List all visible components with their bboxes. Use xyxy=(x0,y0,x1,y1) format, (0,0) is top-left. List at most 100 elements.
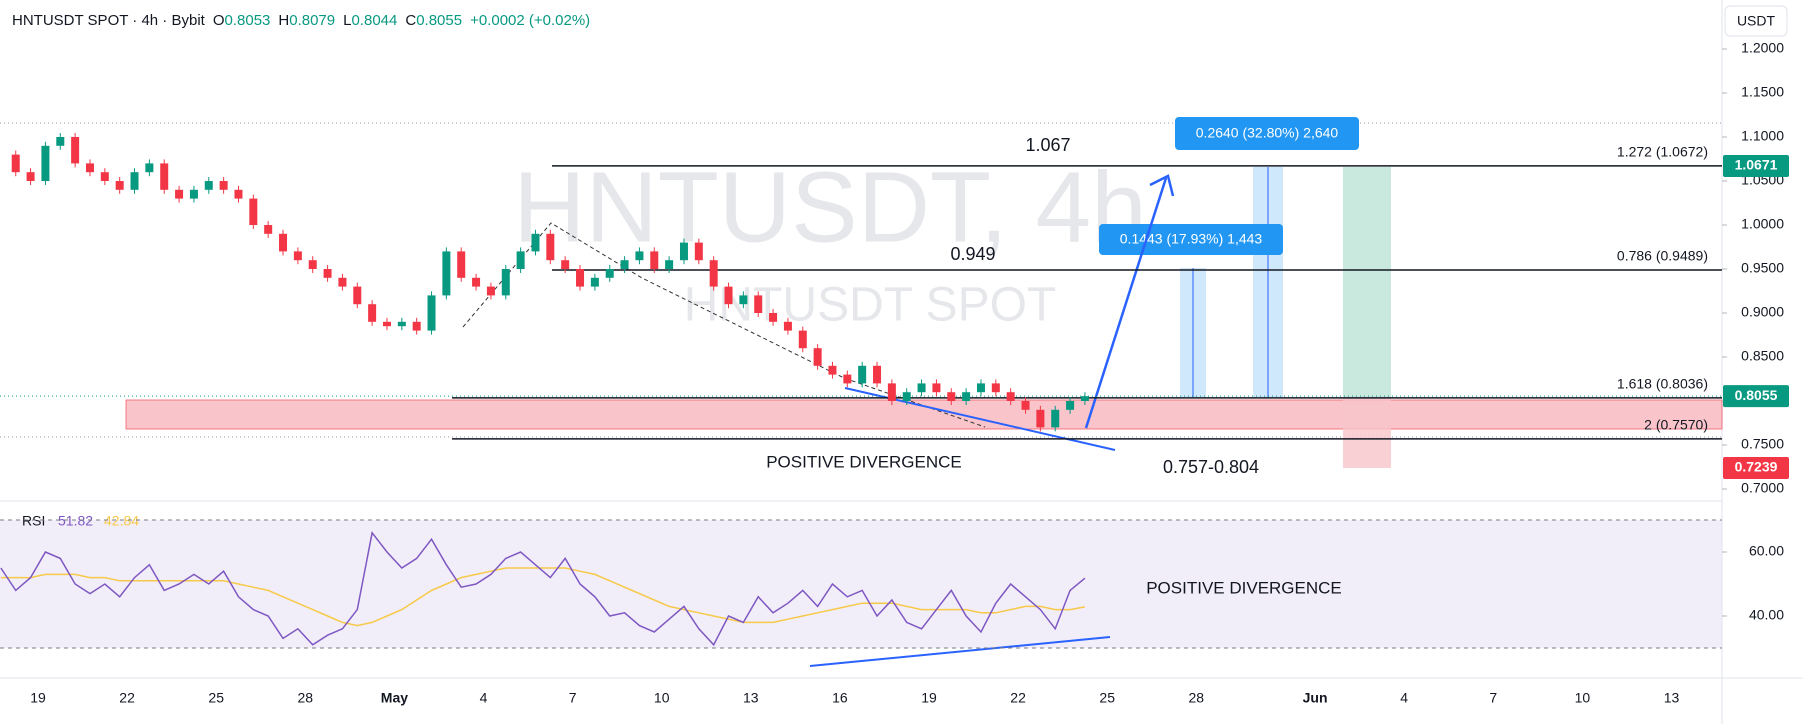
price-badge-label: 0.7239 xyxy=(1735,459,1778,475)
candle xyxy=(858,365,867,384)
candle xyxy=(11,154,20,173)
demand-zone xyxy=(125,399,1723,430)
x-tick-label: 4 xyxy=(480,690,488,706)
rsi-ma-value: 42.84 xyxy=(104,513,139,529)
candle xyxy=(709,260,718,287)
fib-label: 1.618 (0.8036) xyxy=(1617,376,1708,392)
stop-area xyxy=(1343,397,1391,468)
ohlc-value: 0.8044 xyxy=(351,12,397,29)
y-tick-label: 0.7000 xyxy=(1741,480,1784,496)
y-tick-label: 1.1000 xyxy=(1741,128,1784,144)
currency[interactable]: USDT xyxy=(1737,13,1776,29)
candle xyxy=(679,242,688,261)
annotation: 0.757-0.804 xyxy=(1163,457,1259,477)
x-tick-label: May xyxy=(381,690,408,706)
currency-button[interactable] xyxy=(1724,5,1788,37)
candle xyxy=(472,277,481,287)
candle xyxy=(279,233,288,252)
candle xyxy=(100,172,109,181)
candle xyxy=(219,181,228,190)
rsi-tick-label: 60.00 xyxy=(1749,543,1784,559)
candle xyxy=(353,286,362,305)
price-badge xyxy=(1723,456,1789,479)
fib-label: 0.786 (0.9489) xyxy=(1617,248,1708,264)
candle xyxy=(160,163,169,190)
candle xyxy=(873,365,882,384)
y-tick-label: 0.8500 xyxy=(1741,348,1784,364)
y-tick-label: 0.9000 xyxy=(1741,304,1784,320)
candle xyxy=(576,269,585,287)
candle xyxy=(501,269,510,296)
x-tick-label: 4 xyxy=(1400,690,1408,706)
candle xyxy=(546,233,555,261)
candle xyxy=(843,374,852,384)
measure-label: 0.1443 (17.93%) 1,443 xyxy=(1120,231,1263,247)
candle xyxy=(917,383,926,393)
measure-box xyxy=(1175,117,1359,150)
annotation: 0.949 xyxy=(950,244,995,264)
candle xyxy=(71,137,80,164)
rsi-line xyxy=(0,531,1086,647)
candle xyxy=(1066,401,1075,410)
candle xyxy=(561,260,570,269)
candle xyxy=(1021,401,1030,410)
candle xyxy=(531,233,540,252)
x-tick-label: 25 xyxy=(1099,690,1115,706)
candle xyxy=(457,251,466,278)
x-tick-label: 22 xyxy=(119,690,135,706)
y-tick-label: 1.0000 xyxy=(1741,216,1784,232)
candle xyxy=(189,189,198,199)
x-tick-label: 16 xyxy=(832,690,848,706)
price-badge xyxy=(1723,385,1789,408)
candle xyxy=(204,181,213,190)
candle xyxy=(1036,409,1045,428)
x-tick-label: 10 xyxy=(654,690,670,706)
y-tick-label: 1.1500 xyxy=(1741,84,1784,100)
candle xyxy=(739,295,748,305)
rsi-ma-line xyxy=(0,567,1086,627)
symbol: HNTUSDT SPOT · 4h · Bybit xyxy=(12,12,206,29)
candle xyxy=(976,383,985,393)
x-tick-label: 13 xyxy=(743,690,759,706)
watermark-sub: HNTUSDT SPOT xyxy=(684,279,1056,332)
candle xyxy=(175,189,184,199)
x-tick-label: Jun xyxy=(1303,690,1328,706)
y-tick-label: 0.7500 xyxy=(1741,436,1784,452)
candle xyxy=(724,286,733,305)
candle xyxy=(442,251,451,296)
x-tick-label: 10 xyxy=(1575,690,1591,706)
candle xyxy=(234,189,243,199)
candle xyxy=(1051,409,1060,428)
candle xyxy=(397,321,406,327)
x-tick-label: 7 xyxy=(1489,690,1497,706)
ohlc-value: 0.8053 xyxy=(225,12,271,29)
candle xyxy=(590,277,599,287)
x-tick-label: 13 xyxy=(1664,690,1680,706)
candle xyxy=(338,277,347,287)
rsi-title: RSI xyxy=(22,513,45,529)
candle xyxy=(85,163,94,173)
candle xyxy=(798,330,807,349)
measure-label: 0.2640 (32.80%) 2,640 xyxy=(1196,125,1339,141)
candle xyxy=(323,269,332,278)
candle xyxy=(368,304,377,322)
x-tick-label: 25 xyxy=(208,690,224,706)
candle xyxy=(382,321,391,327)
candle xyxy=(962,392,971,401)
candle xyxy=(650,251,659,269)
fib-label: 2 (0.7570) xyxy=(1644,417,1708,433)
candle xyxy=(145,163,154,173)
rsi-value: 51.82 xyxy=(58,513,93,529)
y-tick-label: 1.2000 xyxy=(1741,40,1784,56)
header: HNTUSDT SPOT · 4h · Bybit O0.8053 H0.8079 L… xyxy=(12,12,590,29)
ohlc-key: O xyxy=(213,12,225,29)
candle xyxy=(41,145,50,181)
arrowhead xyxy=(1149,174,1175,197)
ohlc-key: C xyxy=(405,12,416,29)
x-tick-label: 7 xyxy=(569,690,577,706)
candle xyxy=(665,260,674,269)
candle xyxy=(293,251,302,261)
x-tick-label: 28 xyxy=(298,690,314,706)
candle xyxy=(932,383,941,393)
